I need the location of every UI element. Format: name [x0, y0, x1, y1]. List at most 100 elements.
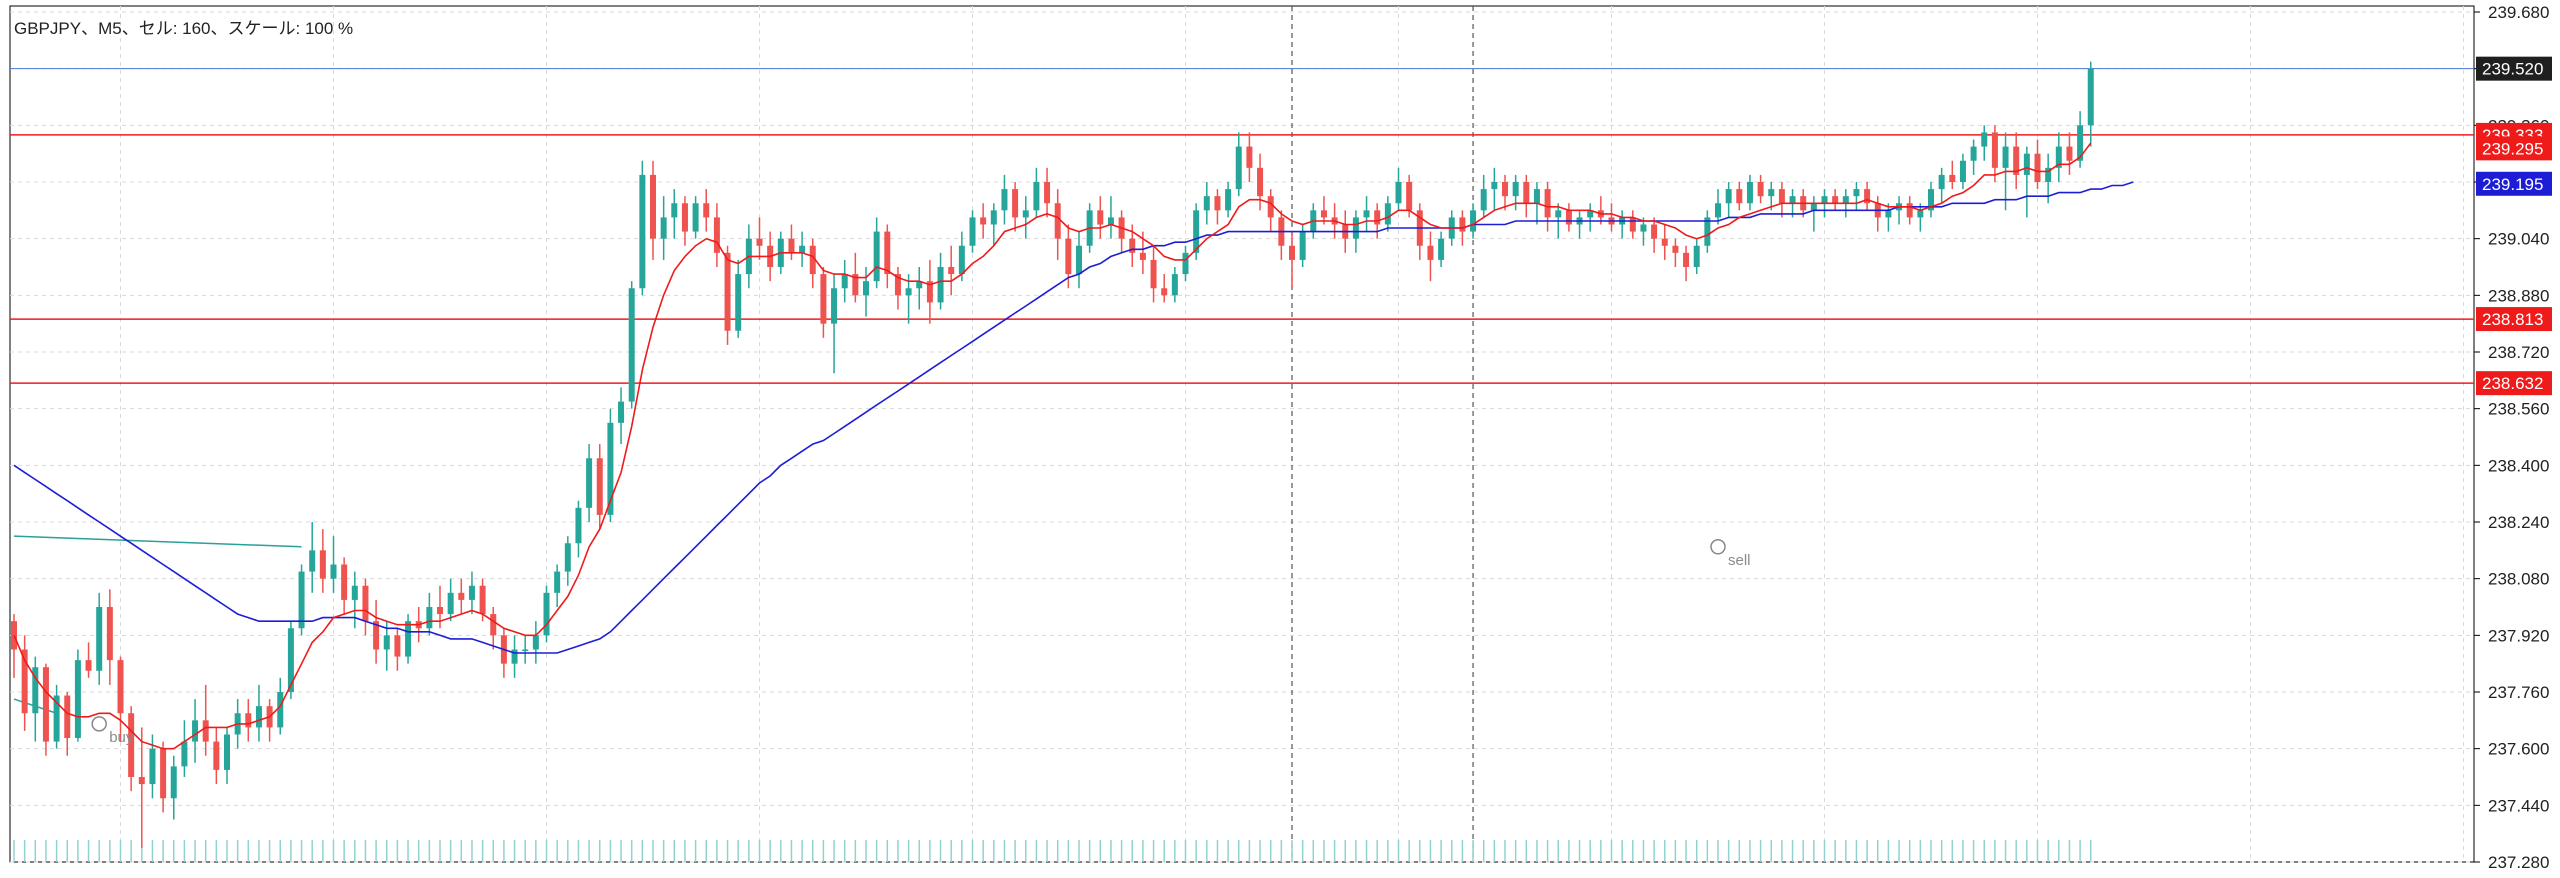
candle-bear[interactable] — [1629, 217, 1636, 232]
candle-bear[interactable] — [1672, 245, 1679, 253]
candle-bear[interactable] — [319, 550, 326, 579]
candle-bull[interactable] — [564, 543, 571, 572]
candle-bull[interactable] — [1970, 146, 1977, 161]
candle-bull[interactable] — [351, 585, 358, 600]
candle-bull[interactable] — [1193, 210, 1200, 253]
candle-bull[interactable] — [2087, 68, 2094, 126]
candle-bull[interactable] — [1810, 203, 1817, 211]
candle-bull[interactable] — [1470, 210, 1477, 232]
candle-bull[interactable] — [532, 635, 539, 650]
candle-bear[interactable] — [1459, 217, 1466, 232]
candle-bull[interactable] — [575, 507, 582, 544]
candle-bull[interactable] — [1938, 174, 1945, 190]
candle-bull[interactable] — [96, 607, 103, 671]
candle-bear[interactable] — [128, 713, 135, 777]
candle-bear[interactable] — [362, 585, 369, 622]
candle-bull[interactable] — [639, 174, 646, 289]
candle-bear[interactable] — [202, 720, 209, 742]
candle-bear[interactable] — [1778, 189, 1785, 204]
candle-bull[interactable] — [1033, 182, 1040, 211]
candle-bear[interactable] — [1065, 238, 1072, 275]
candle-bear[interactable] — [21, 649, 28, 714]
candle-bear[interactable] — [1832, 196, 1839, 204]
candle-bear[interactable] — [894, 274, 901, 296]
candle-bull[interactable] — [383, 635, 390, 650]
candle-bear[interactable] — [64, 695, 71, 739]
candle-bear[interactable] — [724, 252, 731, 331]
candle-bull[interactable] — [1480, 189, 1487, 211]
candle-bull[interactable] — [628, 288, 635, 402]
candle-bear[interactable] — [1054, 203, 1061, 239]
trade-marker-icon[interactable] — [1710, 539, 1726, 555]
candle-bull[interactable] — [1203, 196, 1210, 211]
trend-line[interactable] — [13, 535, 302, 548]
candle-bear[interactable] — [980, 217, 987, 225]
candle-bear[interactable] — [213, 741, 220, 770]
candle-bull[interactable] — [181, 741, 188, 767]
candle-bull[interactable] — [1491, 182, 1498, 190]
candle-bull[interactable] — [2023, 153, 2030, 175]
candle-bear[interactable] — [1683, 252, 1690, 267]
candle-bull[interactable] — [1235, 146, 1242, 190]
candle-bull[interactable] — [1225, 189, 1232, 211]
candle-bear[interactable] — [1661, 238, 1668, 246]
candle-bear[interactable] — [650, 174, 656, 239]
candle-bear[interactable] — [394, 635, 401, 657]
candle-bull[interactable] — [1299, 231, 1306, 260]
candle-bear[interactable] — [1257, 167, 1264, 197]
candle-bear[interactable] — [820, 274, 827, 324]
candle-bear[interactable] — [1139, 252, 1146, 260]
candle-bear[interactable] — [1129, 238, 1136, 253]
candle-bull[interactable] — [1704, 217, 1711, 246]
candle-bull[interactable] — [309, 550, 316, 572]
candle-bull[interactable] — [607, 422, 614, 515]
candle-bear[interactable] — [479, 585, 486, 615]
candle-bear[interactable] — [2066, 146, 2073, 161]
candle-bear[interactable] — [458, 592, 465, 600]
candle-bull[interactable] — [1768, 189, 1775, 197]
candle-bull[interactable] — [799, 245, 806, 253]
candle-bear[interactable] — [1757, 182, 1764, 197]
candle-bear[interactable] — [681, 203, 688, 232]
candle-bull[interactable] — [1363, 210, 1370, 218]
candle-bull[interactable] — [1693, 245, 1700, 267]
candle-bear[interactable] — [138, 777, 145, 785]
candle-bull[interactable] — [298, 571, 305, 629]
candle-bull[interactable] — [1512, 182, 1519, 197]
candle-bear[interactable] — [1523, 182, 1530, 204]
candle-bull[interactable] — [426, 607, 433, 629]
candle-bull[interactable] — [841, 274, 848, 289]
candle-bear[interactable] — [948, 267, 955, 275]
candle-bull[interactable] — [1384, 203, 1391, 225]
candle-bear[interactable] — [884, 231, 891, 275]
candle-bear[interactable] — [596, 458, 603, 515]
candle-bear[interactable] — [1161, 288, 1168, 296]
candle-bear[interactable] — [1406, 182, 1413, 211]
candle-bull[interactable] — [873, 231, 880, 282]
candle-bull[interactable] — [1746, 182, 1753, 204]
candle-bull[interactable] — [224, 734, 230, 770]
candle-bear[interactable] — [2034, 153, 2041, 182]
candle-bear[interactable] — [809, 245, 816, 275]
candle-bear[interactable] — [437, 607, 443, 615]
candle-bull[interactable] — [958, 245, 965, 275]
candle-bull[interactable] — [554, 571, 561, 593]
plot-area[interactable] — [9, 5, 2475, 863]
candle-bull[interactable] — [863, 281, 869, 296]
candle-bull[interactable] — [1842, 196, 1849, 204]
candle-bear[interactable] — [106, 607, 113, 661]
candle-bear[interactable] — [42, 667, 49, 742]
candle-bull[interactable] — [1182, 252, 1189, 275]
candle-bull[interactable] — [692, 203, 699, 232]
candle-bear[interactable] — [85, 660, 92, 671]
candle-bull[interactable] — [671, 203, 678, 218]
candle-bull[interactable] — [1821, 196, 1828, 204]
candle-bear[interactable] — [1736, 189, 1743, 204]
candle-bull[interactable] — [1171, 274, 1178, 296]
candle-bear[interactable] — [1427, 245, 1434, 260]
candle-bull[interactable] — [1725, 189, 1732, 204]
candle-bear[interactable] — [1044, 182, 1051, 204]
candle-bull[interactable] — [1555, 210, 1562, 218]
candle-bull[interactable] — [287, 628, 294, 692]
